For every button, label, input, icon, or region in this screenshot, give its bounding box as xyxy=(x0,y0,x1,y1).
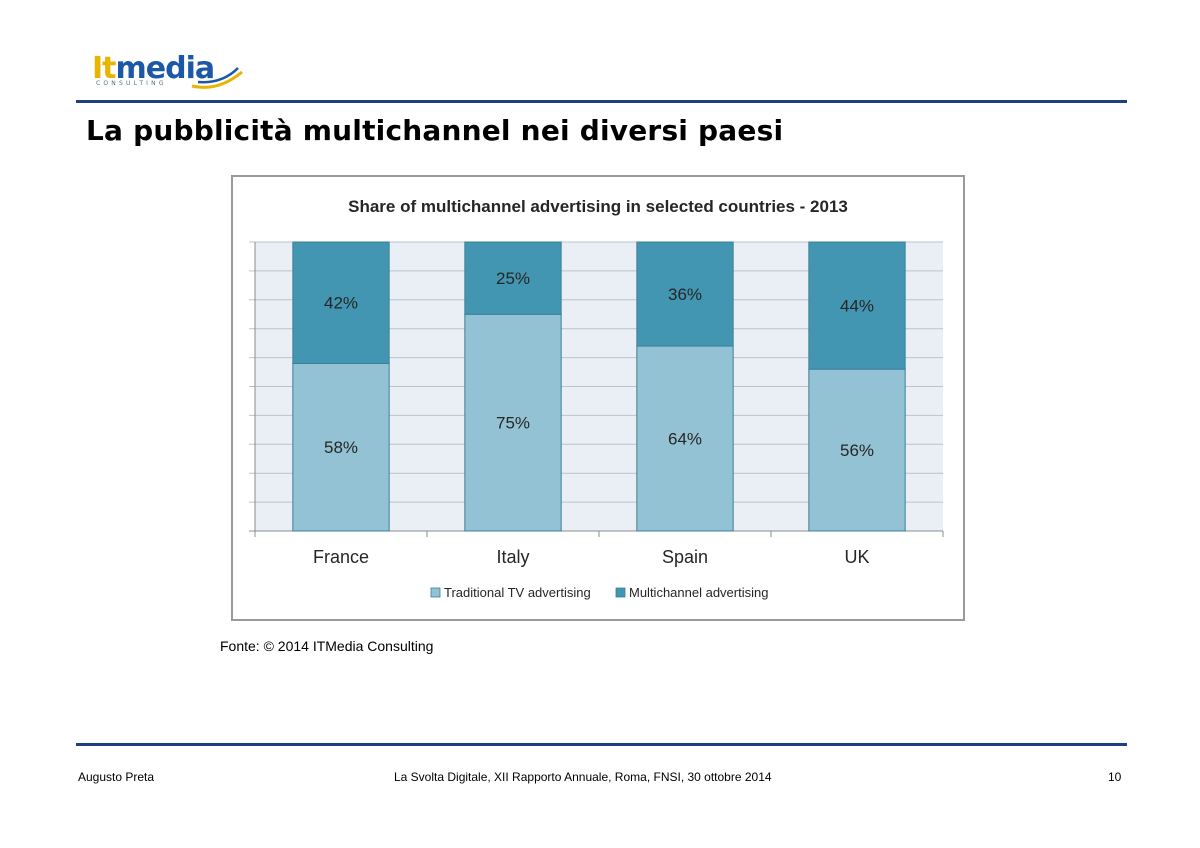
stacked-bar-chart: Share of multichannel advertising in sel… xyxy=(249,197,944,600)
page-number: 10 xyxy=(1108,770,1122,784)
bar-multichannel-france xyxy=(292,241,390,364)
bar-traditional-spain xyxy=(636,345,734,532)
bar-multichannel-uk xyxy=(808,241,906,370)
footer-author: Augusto Preta xyxy=(78,770,155,784)
legend-swatch xyxy=(430,587,441,598)
data-label: 25% xyxy=(496,269,530,288)
logo-swoosh-icon xyxy=(191,67,243,89)
logo-media: media xyxy=(115,51,216,86)
x-tick-label: France xyxy=(313,547,369,567)
x-tick-label: Spain xyxy=(662,547,708,567)
x-tick-label: UK xyxy=(844,547,869,567)
footer-event: La Svolta Digitale, XII Rapporto Annuale… xyxy=(394,770,772,784)
chart-frame: Share of multichannel advertising in sel… xyxy=(231,175,965,621)
page-title: La pubblicità multichannel nei diversi p… xyxy=(86,114,784,147)
logo-it: It xyxy=(92,51,116,86)
data-label: 36% xyxy=(668,285,702,304)
bar-traditional-italy xyxy=(464,313,562,532)
header-rule xyxy=(76,100,1127,103)
itmedia-logo: Itmedia CONSULTING xyxy=(92,52,252,96)
data-label: 42% xyxy=(324,294,358,313)
source-note: Fonte: © 2014 ITMedia Consulting xyxy=(220,638,434,654)
chart-title: Share of multichannel advertising in sel… xyxy=(348,197,848,216)
data-label: 44% xyxy=(840,297,874,316)
bar-multichannel-italy xyxy=(464,241,562,315)
data-label: 64% xyxy=(668,430,702,449)
data-label: 75% xyxy=(496,414,530,433)
bar-multichannel-spain xyxy=(636,241,734,347)
legend-swatch xyxy=(615,587,626,598)
logo-wordmark: Itmedia xyxy=(92,51,216,86)
logo-subtitle: CONSULTING xyxy=(96,80,167,87)
bar-traditional-uk xyxy=(808,368,906,532)
footer-rule xyxy=(76,743,1127,746)
data-label: 56% xyxy=(840,441,874,460)
x-tick-label: Italy xyxy=(496,547,529,567)
data-label: 58% xyxy=(324,438,358,457)
legend-label: Traditional TV advertising xyxy=(444,585,591,600)
bar-traditional-france xyxy=(292,362,390,532)
legend-label: Multichannel advertising xyxy=(629,585,768,600)
